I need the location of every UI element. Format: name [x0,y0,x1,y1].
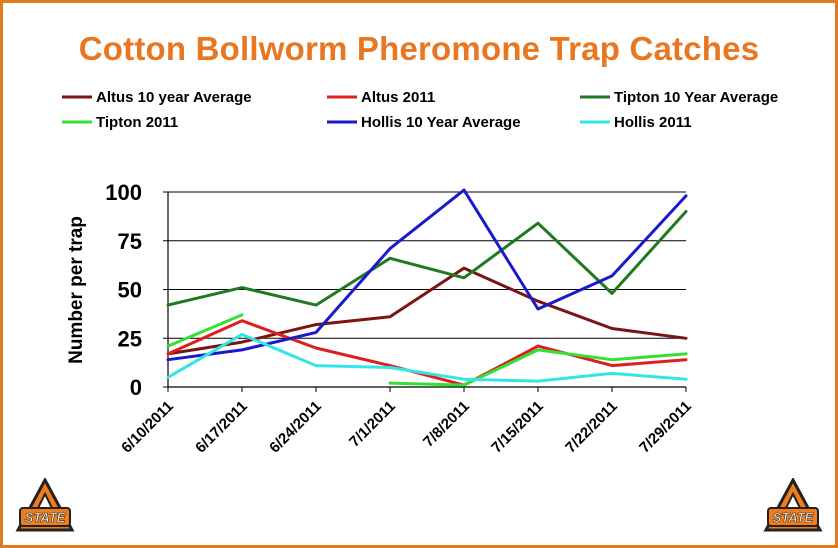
chart-legend: Altus 10 year Average Altus 2011 Tipton 10… [62,89,778,131]
x-tick-labels: 6/10/2011 6/17/2011 6/24/2011 7/1/2011 7/8/2… [118,398,695,457]
y-tick-label: 50 [118,278,142,303]
svg-text:STATE: STATE [25,510,66,525]
x-tick-label: 6/24/2011 [266,398,325,457]
svg-text:STATE: STATE [773,510,814,525]
x-tick-label: 6/17/2011 [192,398,251,457]
series-line-hollis-10-year-average [166,188,688,362]
y-tick-label: 25 [118,326,142,351]
legend-label: Altus 2011 [361,89,435,106]
y-axis-label: Number per trap [66,216,87,364]
osu-logo-right: STATE [763,478,823,532]
legend-label: Hollis 10 Year Average [361,114,521,131]
legend-label: Hollis 2011 [614,114,692,131]
y-tick-label: 100 [105,180,142,205]
y-tick-label: 75 [118,229,142,254]
osu-logo-left: STATE [15,478,75,532]
legend-label: Altus 10 year Average [96,89,252,106]
chart-series [166,188,688,387]
legend-label: Tipton 10 Year Average [614,89,778,106]
x-tick-label: 6/10/2011 [118,398,177,457]
slide-title: Cotton Bollworm Pheromone Trap Catches [78,30,760,67]
series-line-hollis-2011 [166,332,688,383]
x-tick-label: 7/8/2011 [420,398,473,451]
series-line-altus-2011 [166,319,688,387]
x-tick-label: 7/29/2011 [636,398,695,457]
series-line-altus-10-year-average [166,266,688,356]
x-tick-label: 7/22/2011 [562,398,621,457]
legend-label: Tipton 2011 [96,114,178,131]
chart-grid [168,191,686,339]
x-tick-label: 7/15/2011 [488,398,547,457]
y-tick-labels: 0 25 50 75 100 [105,180,142,400]
y-tick-label: 0 [130,375,142,400]
series-line-tipton-2011 [166,313,688,387]
x-tick-label: 7/1/2011 [346,398,399,451]
